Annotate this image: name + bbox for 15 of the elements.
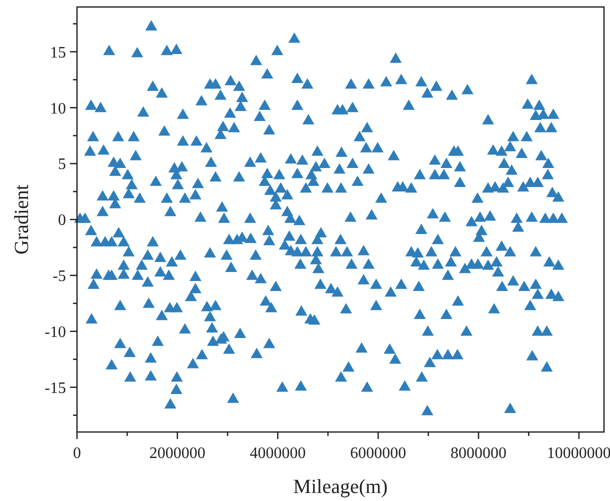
x-tick-label: 6000000 xyxy=(350,445,406,462)
x-tick-label: 2000000 xyxy=(149,445,206,462)
y-tick-label: 10 xyxy=(50,100,66,118)
y-tick-label: 5 xyxy=(58,156,66,174)
x-tick-label: 0 xyxy=(73,445,81,462)
y-axis-title: Gradient xyxy=(11,184,33,254)
y-tick-label: -15 xyxy=(44,380,66,397)
x-tick-label: 8000000 xyxy=(450,445,507,462)
x-tick-label: 10000000 xyxy=(546,445,610,462)
x-tick-label: 4000000 xyxy=(250,445,306,462)
y-tick-label: -10 xyxy=(44,324,66,341)
y-tick-label: 0 xyxy=(58,212,66,230)
y-tick-label: -5 xyxy=(52,268,66,286)
y-tick-label: 15 xyxy=(50,44,66,62)
x-axis-title: Mileage(m) xyxy=(293,476,388,498)
